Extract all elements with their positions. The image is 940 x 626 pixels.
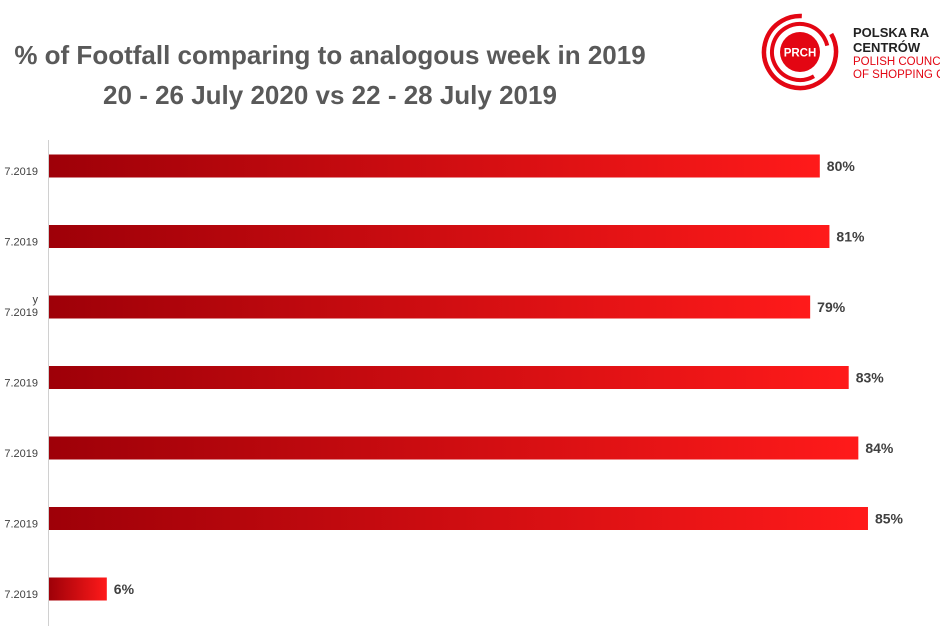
bar-value-label: 81% — [836, 229, 865, 245]
bar-1 — [49, 154, 820, 178]
bar-value-label: 85% — [875, 511, 904, 527]
bars-layer: 80%7.201981%7.201979%y7.201983%7.201984%… — [4, 154, 904, 601]
bar-value-label: 84% — [865, 440, 894, 456]
category-tick-label: 7.2019 — [4, 448, 38, 460]
bar-value-label: 6% — [114, 581, 135, 597]
bar-value-label: 83% — [856, 370, 885, 386]
category-axis-line — [48, 140, 49, 626]
logo-text-line-3: POLISH COUNC — [853, 56, 940, 68]
bar-value-label: 79% — [817, 299, 846, 315]
prch-logo: PRCH POLSKA RA CENTRÓW POLISH COUNC OF S… — [760, 12, 940, 102]
chart-title: % of Footfall comparing to analogous wee… — [14, 40, 646, 70]
bar-value-label: 80% — [827, 158, 856, 174]
bar-5 — [49, 436, 859, 460]
bar-7 — [49, 577, 107, 601]
prch-logo-emblem: PRCH — [761, 13, 839, 91]
category-tick-label: 7.2019 — [4, 378, 38, 390]
category-tick-label: 7.2019 — [4, 166, 38, 178]
category-tick-label: 7.2019 — [4, 307, 38, 319]
category-tick-label: 7.2019 — [4, 519, 38, 531]
bar-3 — [49, 295, 811, 319]
bar-4 — [49, 366, 849, 389]
bar-6 — [49, 507, 868, 530]
category-tick-label: 7.2019 — [4, 589, 38, 601]
prch-logo-badge: PRCH — [784, 48, 817, 60]
category-tick-label: y — [33, 294, 39, 306]
category-tick-label: 7.2019 — [4, 237, 38, 249]
logo-text-line-2: CENTRÓW — [853, 40, 921, 55]
logo-text-line-1: POLSKA RA — [853, 25, 930, 40]
logo-text-line-4: OF SHOPPING C — [853, 69, 940, 81]
bar-2 — [49, 225, 830, 248]
chart-subtitle: 20 - 26 July 2020 vs 22 - 28 July 2019 — [103, 80, 557, 110]
